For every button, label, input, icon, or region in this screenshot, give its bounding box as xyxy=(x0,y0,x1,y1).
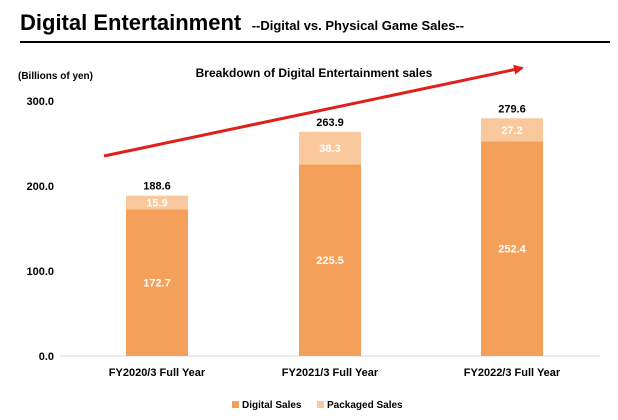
digital-sales-bar xyxy=(299,164,361,356)
packaged-sales-bar xyxy=(481,118,543,142)
trend-arrow xyxy=(103,64,524,158)
digital-sales-value-label: 225.5 xyxy=(316,255,344,267)
total-value-label: 188.6 xyxy=(143,181,171,193)
legend-packaged-sales-swatch xyxy=(317,401,324,408)
digital-sales-bar xyxy=(126,209,188,356)
packaged-sales-value-label: 38.3 xyxy=(319,143,340,155)
y-tick-label: 0.0 xyxy=(39,351,54,363)
packaged-sales-bar xyxy=(126,195,188,210)
legend-packaged-sales-label: Packaged Sales xyxy=(327,400,403,411)
digital-sales-value-label: 252.4 xyxy=(498,244,526,256)
plot-area: 0.0 100.0 200.0 300.0 172.7 15.9 188.6 FY2020/3… xyxy=(26,64,600,411)
packaged-sales-value-label: 15.9 xyxy=(146,197,167,209)
total-value-label: 263.9 xyxy=(316,117,344,129)
y-tick-label: 300.0 xyxy=(26,96,54,108)
x-category-label: FY2021/3 Full Year xyxy=(282,367,379,379)
packaged-sales-bar xyxy=(299,131,361,165)
x-category-label: FY2022/3 Full Year xyxy=(464,367,561,379)
digital-sales-value-label: 172.7 xyxy=(143,278,171,290)
digital-sales-bar xyxy=(481,141,543,356)
total-value-label: 279.6 xyxy=(498,103,526,115)
y-tick-label: 200.0 xyxy=(26,181,54,193)
legend-digital-sales-label: Digital Sales xyxy=(242,400,302,411)
page-title: Digital Entertainment --Digital vs. Phys… xyxy=(20,10,610,36)
chart-title: Breakdown of Digital Entertainment sales xyxy=(196,66,433,80)
y-axis-unit-label: (Billions of yen) xyxy=(18,71,93,82)
title-underline xyxy=(20,41,610,43)
legend-digital-sales-swatch xyxy=(232,401,239,408)
x-category-label: FY2020/3 Full Year xyxy=(109,367,206,379)
y-tick-label: 100.0 xyxy=(26,266,54,278)
main-title: Digital Entertainment xyxy=(20,10,242,35)
packaged-sales-value-label: 27.2 xyxy=(501,125,522,137)
sub-title: --Digital vs. Physical Game Sales-- xyxy=(251,18,465,33)
